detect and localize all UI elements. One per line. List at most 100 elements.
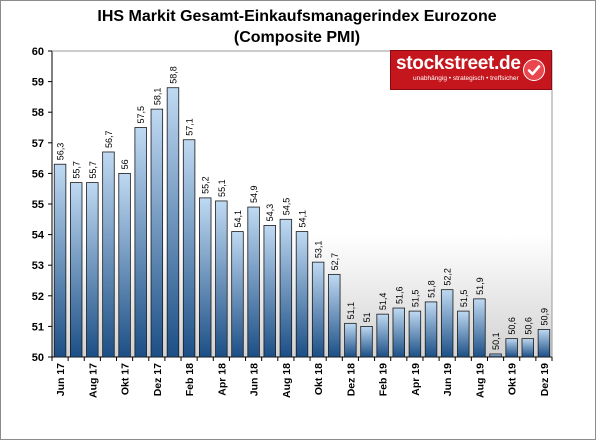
y-tick-label: 53 [32,260,44,272]
y-tick-label: 57 [32,138,44,150]
data-label: 52,7 [330,253,340,271]
data-label: 51,8 [427,280,437,298]
bar [537,329,551,358]
logo-tagline: unabhängig • strategisch • treffsicher [413,75,519,82]
x-tick-label: Dez 17 [152,363,164,396]
x-tick-label: Jun 19 [442,363,454,396]
bar [344,322,357,358]
data-label: 56,7 [104,130,114,148]
y-tick-label: 50 [32,352,44,364]
data-label: 55,7 [72,161,82,179]
x-tick-label: Apr 18 [216,363,228,396]
data-label: 58,1 [152,88,162,106]
bar [166,87,180,358]
bar [408,310,422,358]
bar [69,182,83,358]
data-label: 57,5 [136,106,146,124]
bar [311,261,325,358]
bar [521,338,535,358]
x-tick-label: Okt 19 [507,363,519,395]
y-tick-label: 56 [32,168,44,180]
data-label: 54,3 [265,204,275,222]
bar [231,231,244,358]
data-label: 55,1 [217,179,227,197]
y-tick-label: 51 [32,321,44,333]
x-tick-label: Aug 19 [474,363,486,398]
bar [199,197,212,358]
bar [392,307,405,358]
x-tick-label: Jun 17 [55,363,67,396]
y-tick-label: 54 [32,230,45,242]
x-axis-ticks: Jun 17 Aug 17 Okt 17 Dez 17 Feb 18 Apr 18 Jun … [51,357,553,398]
data-label: 50,6 [507,317,517,335]
bar [247,206,260,358]
data-label: 53,1 [314,241,324,259]
x-tick-label: Apr 19 [410,363,422,396]
data-label: 50,9 [539,308,549,326]
x-tick-label: Okt 17 [120,363,132,395]
y-axis-ticks: 50 51 52 53 54 55 56 57 58 59 60 [32,46,52,364]
bar [360,325,373,358]
data-label: 50,1 [491,332,501,350]
chart-title-line1: IHS Markit Gesamt-Einkaufsmanagerindex E… [97,8,497,25]
y-tick-label: 55 [32,199,44,211]
data-label: 56 [120,159,130,169]
stockstreet-logo: stockstreet.de unabhängig • strategisch … [390,50,552,90]
bar [53,163,67,358]
bar [182,139,196,358]
bar [505,338,518,358]
bar [440,289,454,358]
x-tick-label: Jun 18 [249,363,261,396]
x-tick-label: Dez 18 [345,363,357,396]
bar [457,310,470,358]
data-label: 51,5 [459,290,469,308]
y-tick-label: 59 [32,77,44,89]
y-tick-label: 52 [32,291,44,303]
bar [102,151,115,358]
x-tick-label: Aug 17 [87,363,99,398]
checkmark-icon [523,59,545,81]
bar [489,353,502,358]
chart-title-line2: (Composite PMI) [233,29,361,46]
data-label: 55,7 [88,161,98,179]
y-tick-label: 58 [32,107,44,119]
data-label: 51,9 [475,277,485,295]
data-label: 51,1 [346,302,356,320]
data-label: 55,2 [201,176,211,194]
y-tick-label: 60 [32,46,44,58]
logo-name: stockstreet.de [396,53,521,74]
bar-series [53,87,551,358]
bar [424,301,438,358]
data-label: 51,6 [394,287,404,305]
bar [150,108,164,358]
chart-title: IHS Markit Gesamt-Einkaufsmanagerindex E… [0,6,594,48]
x-tick-label: Okt 18 [313,363,325,395]
x-tick-label: Dez 19 [539,363,551,396]
bar [328,273,341,358]
bar [473,298,486,358]
data-label: 52,2 [443,268,453,286]
data-label: 56,3 [56,143,66,161]
bar [295,231,309,358]
bar [376,313,389,358]
x-tick-label: Aug 18 [281,363,293,398]
x-tick-label: Feb 19 [378,363,390,396]
bar [263,225,276,358]
bar [279,218,293,358]
data-label: 58,8 [168,66,178,84]
bar [215,200,228,358]
data-label: 51 [362,312,372,322]
bar [134,127,147,358]
bar [118,172,131,358]
data-label: 51,4 [378,293,388,311]
data-label: 54,1 [298,210,308,228]
x-tick-label: Feb 18 [184,363,196,396]
data-labels: 56,3 55,7 55,7 56,7 56 57,5 58,1 58,8 57,1 55,2 55… [56,66,550,350]
data-label: 54,1 [233,210,243,228]
data-label: 54,5 [281,198,291,216]
data-label: 57,1 [185,118,195,136]
data-label: 51,5 [410,290,420,308]
data-label: 50,6 [523,317,533,335]
bar [86,182,99,358]
